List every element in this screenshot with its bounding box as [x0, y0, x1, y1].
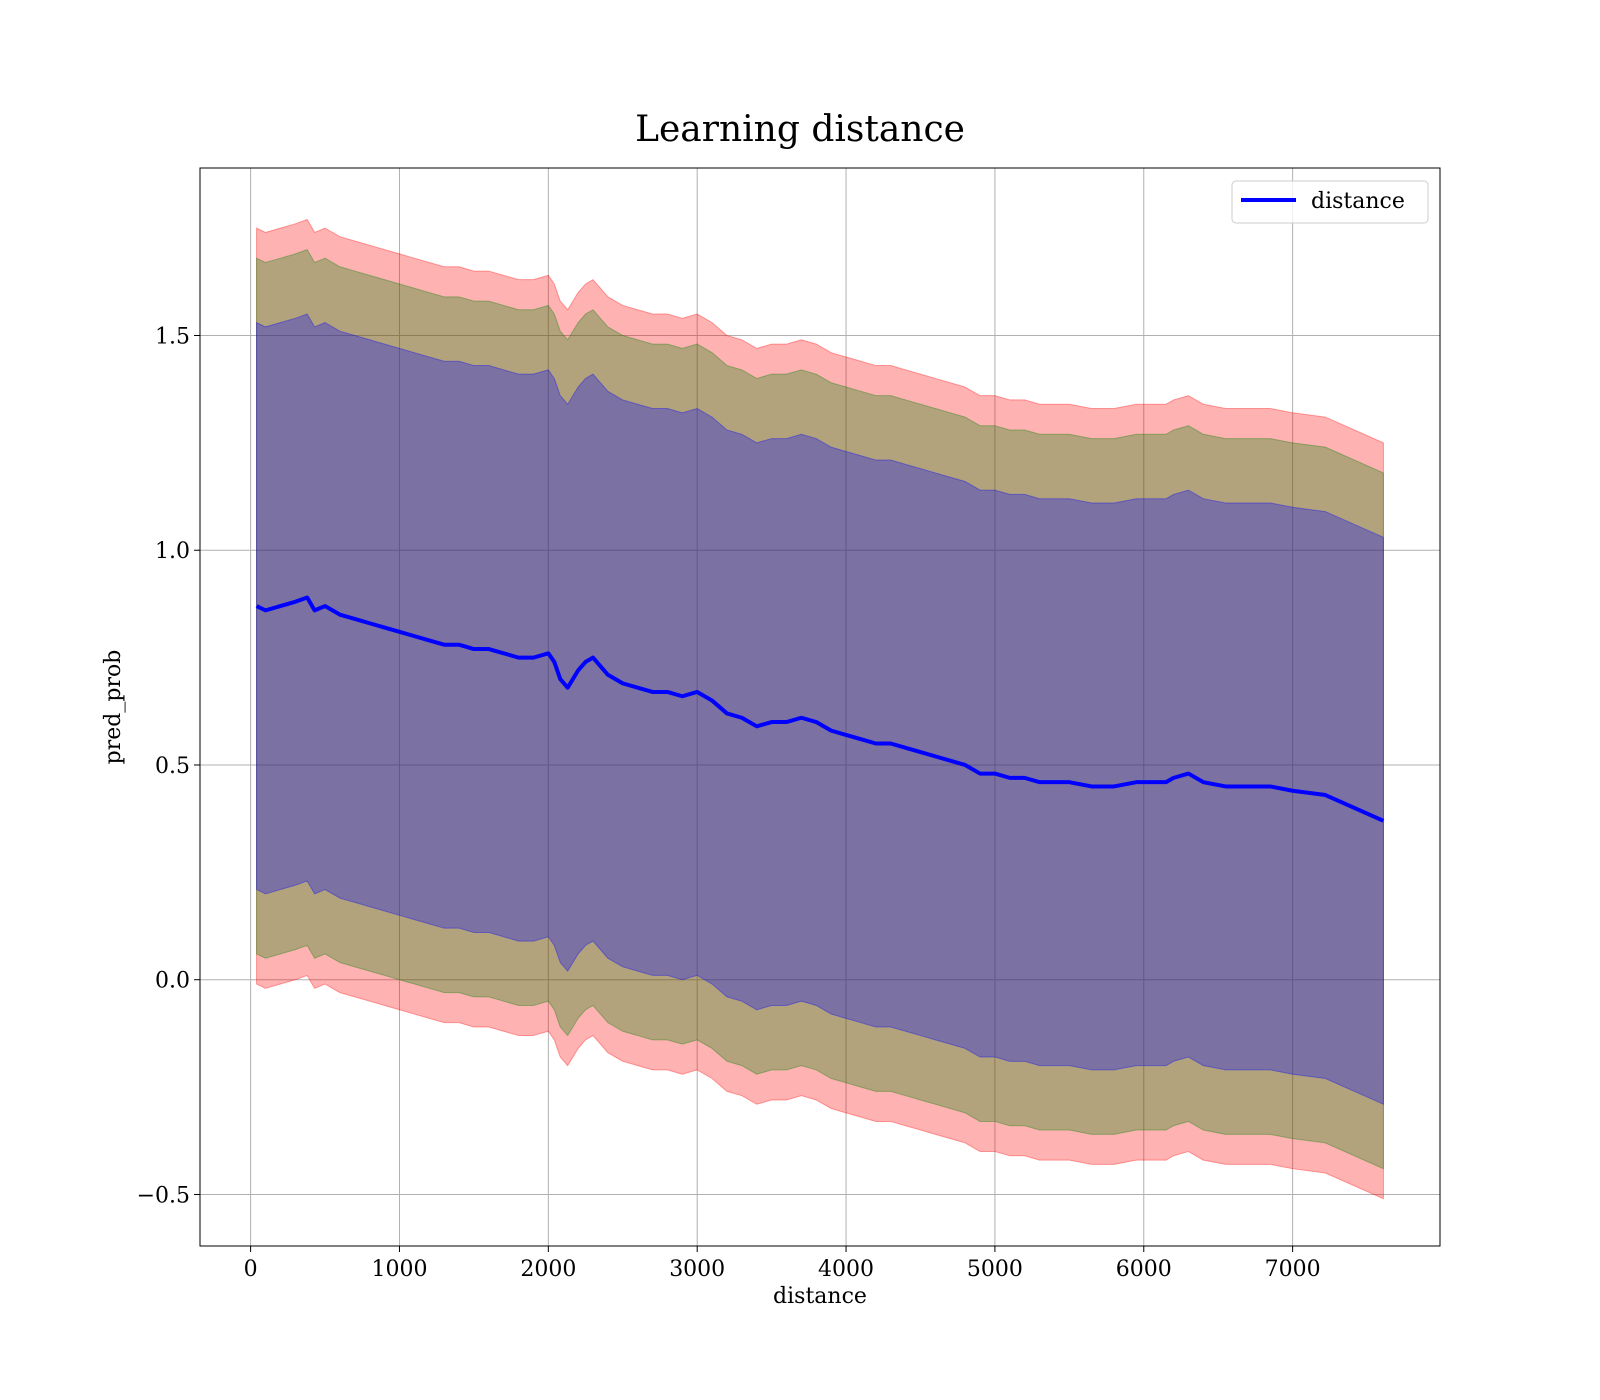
- series-line-distance: [255, 595, 1385, 823]
- legend-label-distance: distance: [1311, 189, 1405, 214]
- y-tick-label: 0.0: [155, 969, 190, 994]
- band-0: [256, 218, 1384, 1200]
- x-tick-label: 6000: [1116, 1257, 1172, 1282]
- x-tick-label: 7000: [1265, 1257, 1321, 1282]
- legend: distance: [1231, 180, 1429, 224]
- y-tick-label: −0.5: [137, 1183, 190, 1208]
- band-2: [256, 313, 1384, 1106]
- chart-title: Learning distance: [635, 109, 965, 150]
- y-tick-label: 1.0: [155, 539, 190, 564]
- grid: [200, 168, 1440, 1246]
- plot-frame: [199, 167, 1441, 1247]
- series-lines: [255, 595, 1385, 823]
- legend-box: [1231, 180, 1429, 224]
- confidence-bands: [256, 218, 1384, 1200]
- x-axis: 0 1000 2000 3000 4000 5000 6000 7000: [244, 1246, 1321, 1282]
- band-1: [256, 248, 1384, 1170]
- x-tick-label: 3000: [669, 1257, 725, 1282]
- x-tick-label: 5000: [967, 1257, 1023, 1282]
- y-tick-label: 0.5: [155, 754, 190, 779]
- x-tick-label: 0: [244, 1257, 258, 1282]
- y-axis-label: pred_prob: [101, 650, 126, 765]
- y-tick-label: 1.5: [155, 324, 190, 349]
- x-tick-label: 2000: [520, 1257, 576, 1282]
- y-axis: −0.5 0.0 0.5 1.0 1.5: [137, 324, 200, 1208]
- x-tick-label: 4000: [818, 1257, 874, 1282]
- x-axis-label: distance: [773, 1284, 867, 1309]
- x-tick-label: 1000: [371, 1257, 427, 1282]
